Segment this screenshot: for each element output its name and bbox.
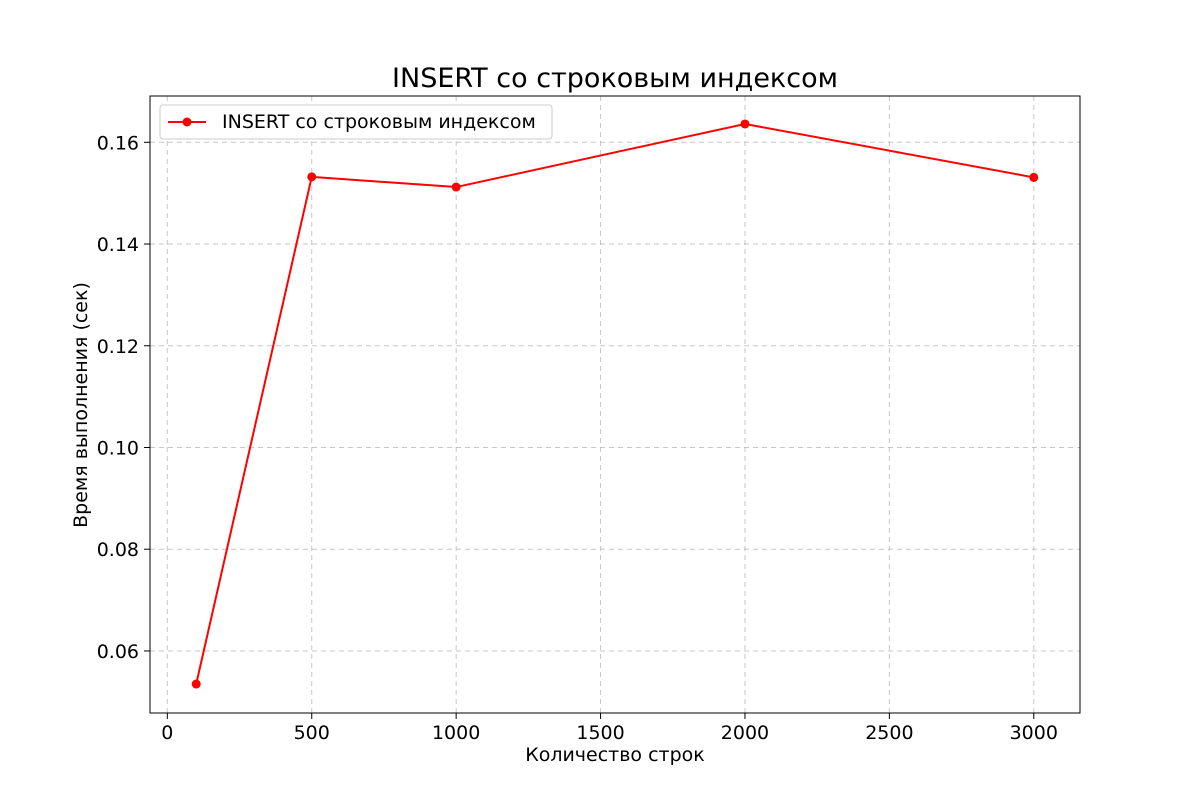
x-axis-label: Количество строк [525, 744, 705, 766]
legend-entry-label: INSERT со строковым индексом [222, 111, 536, 133]
x-tick-label: 1500 [576, 722, 624, 744]
y-axis: 0.06 0.08 0.10 0.12 0.14 0.16 [97, 132, 150, 663]
legend-box [159, 104, 553, 140]
data-point [740, 119, 750, 129]
x-tick-label: 500 [294, 722, 330, 744]
y-tick-label: 0.14 [97, 234, 139, 256]
data-point [191, 679, 201, 689]
y-tick-label: 0.16 [97, 132, 139, 154]
x-tick-label: 2000 [721, 722, 769, 744]
y-tick-label: 0.06 [97, 641, 139, 663]
plot-frame [149, 95, 1081, 714]
x-tick-label: 2500 [865, 722, 913, 744]
x-tick-label: 3000 [1010, 722, 1058, 744]
series-line [195, 122, 1034, 685]
data-point [451, 182, 461, 192]
x-tick-label: 0 [161, 722, 173, 744]
y-tick-label: 0.08 [97, 539, 139, 561]
data-point [307, 172, 317, 182]
y-tick-label: 0.12 [97, 336, 139, 358]
series-layer [191, 119, 1039, 689]
x-axis: 0 500 1000 1500 2000 2500 3000 [161, 713, 1058, 744]
x-tick-label: 1000 [432, 722, 480, 744]
grid [150, 96, 1080, 713]
chart-title: INSERT со строковым индексом [392, 63, 838, 94]
data-point [1029, 172, 1039, 182]
legend-marker-swatch [182, 117, 192, 127]
legend: INSERT со строковым индексом [159, 104, 553, 140]
y-tick-label: 0.10 [97, 437, 139, 459]
y-axis-label: Время выполнения (сек) [70, 282, 92, 528]
